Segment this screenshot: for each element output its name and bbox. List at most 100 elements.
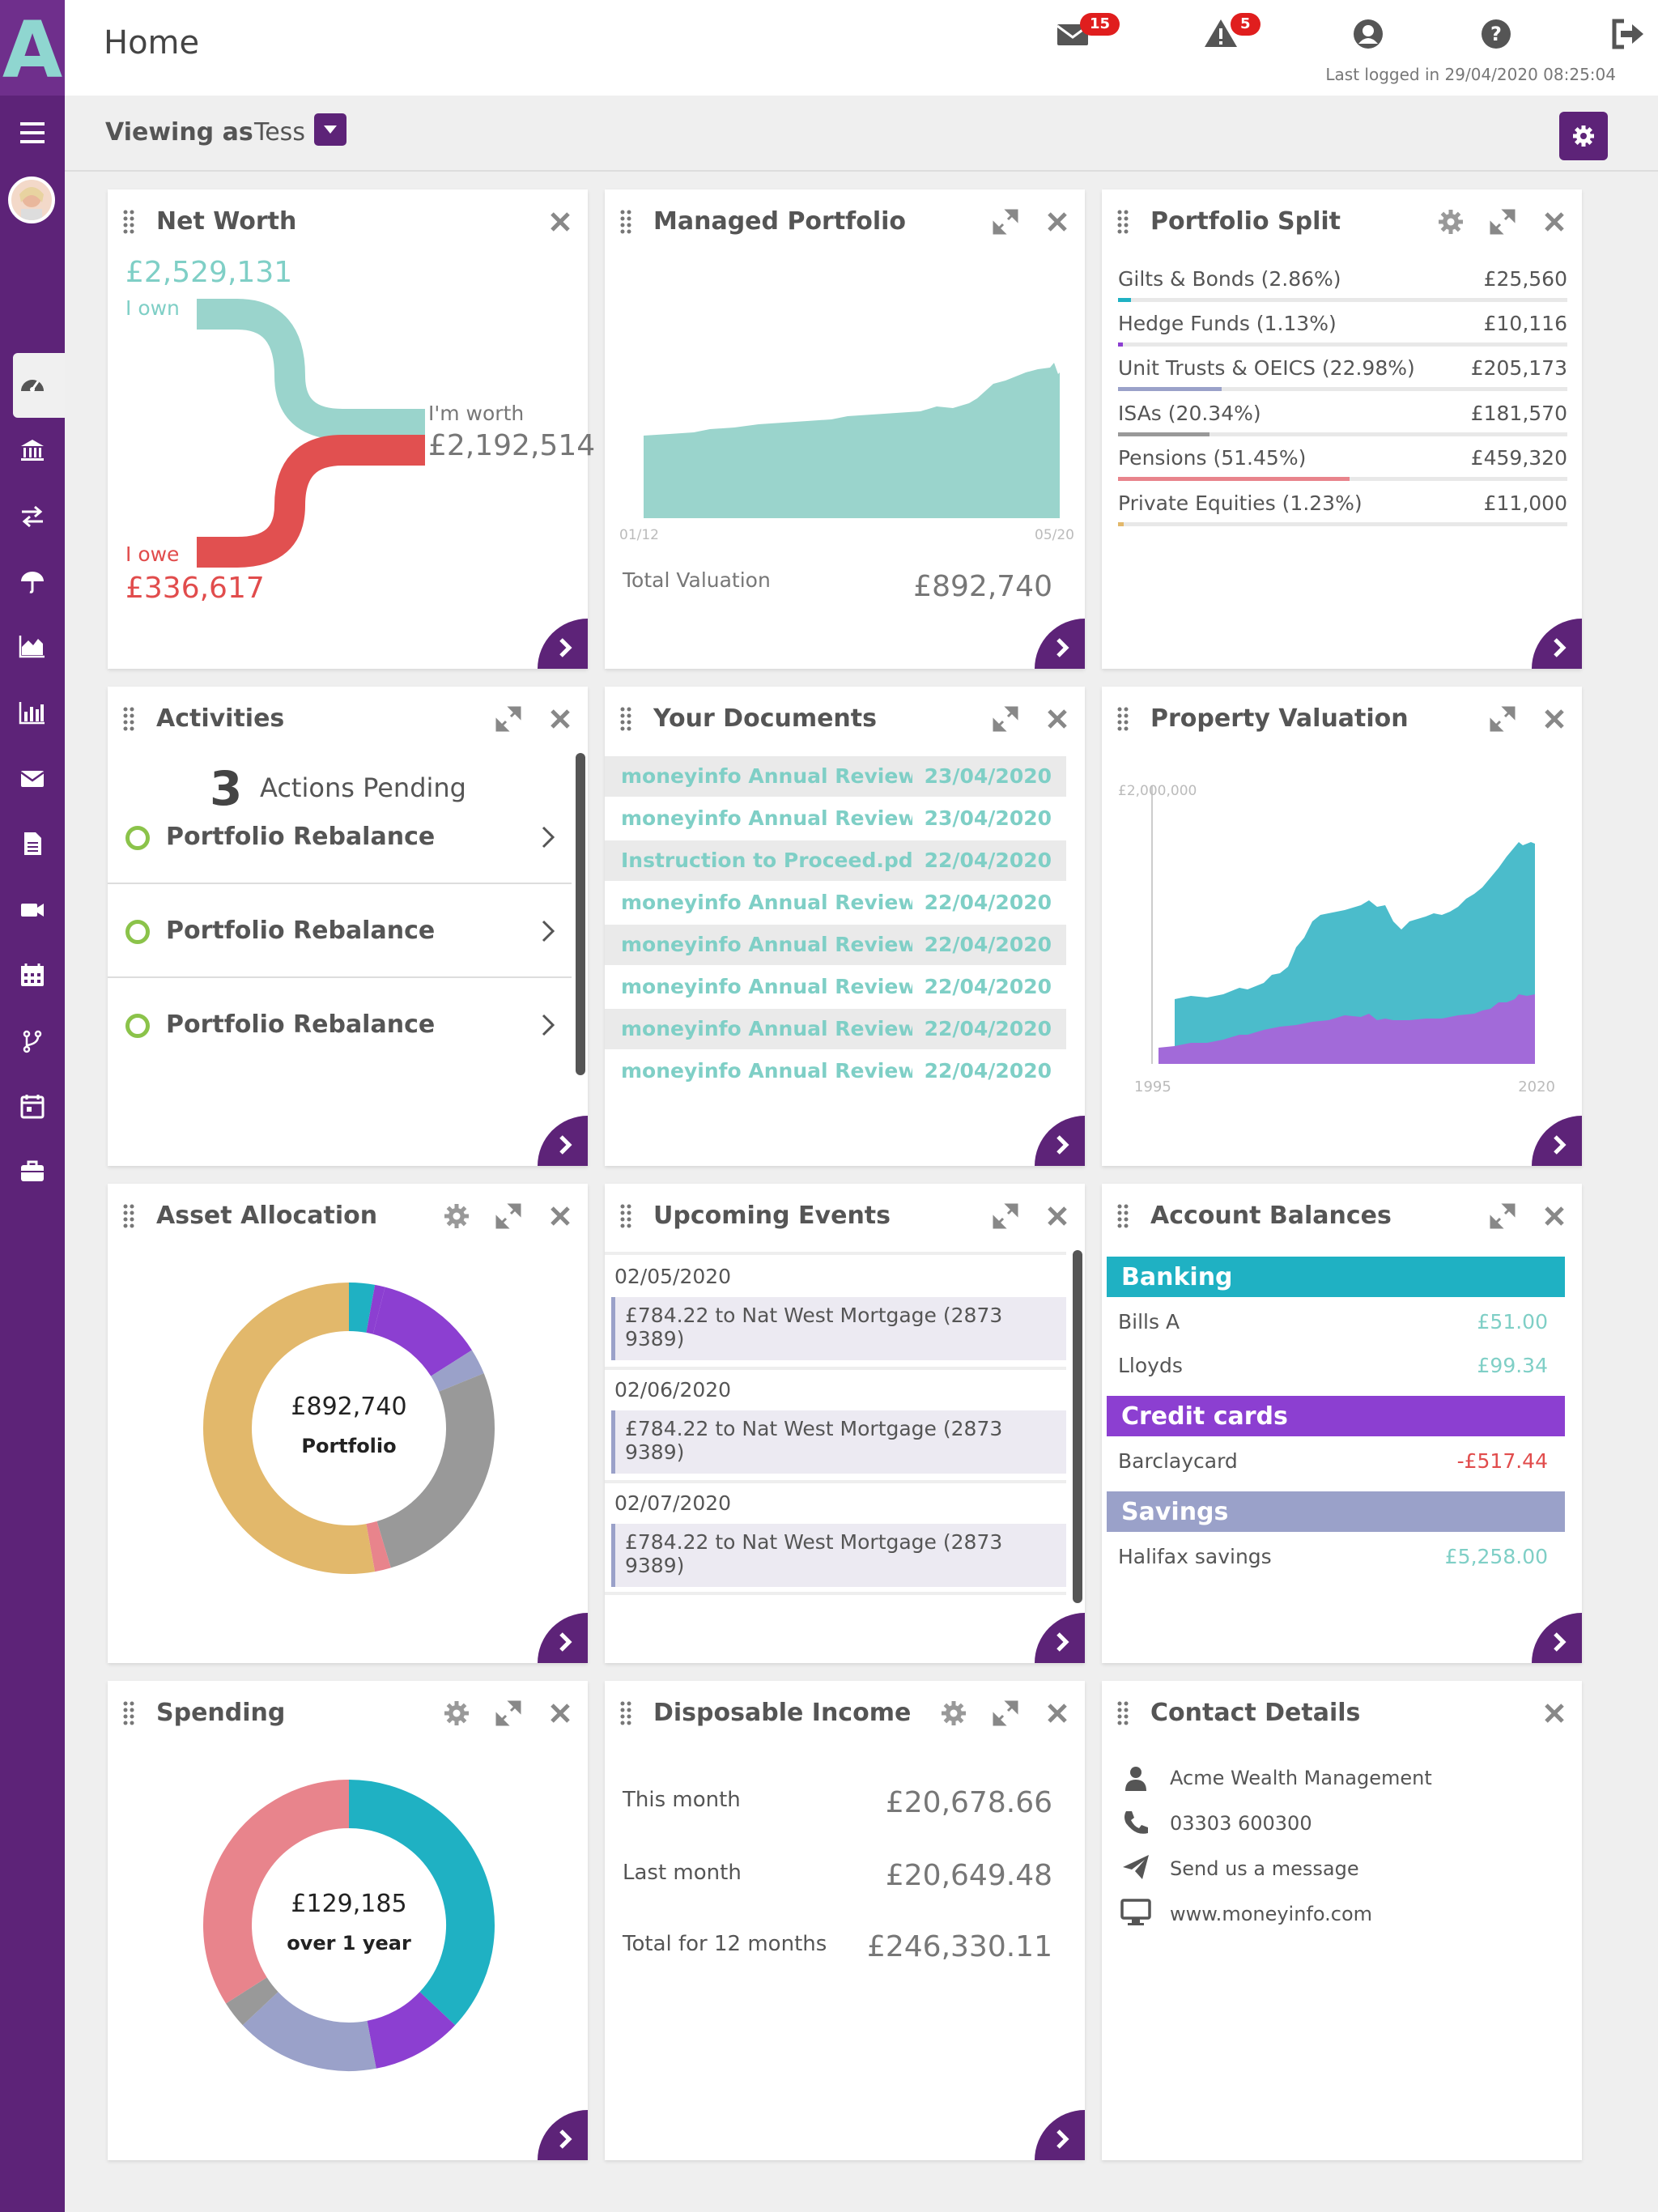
portfolio-split-row[interactable]: Hedge Funds (1.13%) £10,116 (1118, 312, 1567, 352)
bar-chart-icon[interactable] (15, 695, 50, 730)
activity-item[interactable]: Portfolio Rebalance (108, 884, 572, 978)
asset-segment[interactable] (372, 1287, 472, 1377)
document-row[interactable]: moneyinfo Annual Review ... 22/04/2020 (605, 883, 1066, 923)
open-widget-button[interactable] (1532, 619, 1582, 669)
profile-button[interactable] (1349, 15, 1388, 53)
messages-button[interactable]: 15 (1054, 13, 1120, 53)
spending-segment[interactable] (242, 1991, 376, 2071)
mail-icon[interactable] (15, 761, 50, 797)
open-widget-button[interactable] (1035, 2110, 1085, 2160)
drag-handle-icon[interactable] (1116, 706, 1129, 732)
asset-segment[interactable] (376, 1373, 495, 1568)
asset-segment[interactable] (203, 1283, 376, 1574)
document-row[interactable]: moneyinfo Annual Review ... 22/04/2020 (605, 967, 1066, 1007)
account-name[interactable]: Bills A (1118, 1310, 1180, 1334)
document-icon[interactable] (15, 826, 50, 861)
send-message-link[interactable]: Send us a message (1170, 1857, 1359, 1880)
event-item[interactable]: £784.22 to Nat West Mortgage (2873 9389) (611, 1524, 1066, 1587)
expand-button[interactable] (1488, 207, 1517, 236)
help-button[interactable]: ? (1477, 15, 1516, 53)
activity-item[interactable]: Portfolio Rebalance (108, 978, 572, 1072)
viewing-user-dropdown[interactable] (314, 113, 346, 146)
video-icon[interactable] (15, 892, 50, 928)
close-button[interactable] (546, 704, 575, 734)
portfolio-split-row[interactable]: Gilts & Bonds (2.86%) £25,560 (1118, 267, 1567, 308)
branch-icon[interactable] (15, 1023, 50, 1059)
account-name[interactable]: Halifax savings (1118, 1545, 1272, 1568)
spending-segment[interactable] (366, 1991, 456, 2069)
logout-button[interactable] (1608, 15, 1647, 53)
event-item[interactable]: £784.22 to Nat West Mortgage (2873 9389) (611, 1410, 1066, 1474)
settings-button[interactable] (1436, 207, 1465, 236)
asset-segment[interactable] (348, 1283, 376, 1334)
avatar[interactable] (8, 177, 55, 223)
close-button[interactable] (1540, 1202, 1569, 1231)
asset-segment[interactable] (430, 1350, 484, 1393)
document-row[interactable]: moneyinfo Annual Review ... 23/04/2020 (605, 798, 1066, 839)
close-button[interactable] (1540, 704, 1569, 734)
drag-handle-icon[interactable] (122, 706, 135, 732)
settings-button[interactable] (442, 1202, 471, 1231)
activity-item[interactable]: Portfolio Rebalance (108, 790, 572, 884)
account-name[interactable]: Lloyds (1118, 1354, 1183, 1377)
app-logo[interactable]: A (0, 0, 65, 96)
spending-segment[interactable] (348, 1780, 495, 2026)
document-row[interactable]: moneyinfo Annual Review ... 23/04/2020 (605, 756, 1066, 797)
open-widget-button[interactable] (1035, 1116, 1085, 1166)
umbrella-icon[interactable] (15, 564, 50, 599)
transfer-icon[interactable] (15, 499, 50, 534)
drag-handle-icon[interactable] (122, 1203, 135, 1229)
document-row[interactable]: moneyinfo Annual Review ... 22/04/2020 (605, 925, 1066, 965)
close-button[interactable] (1043, 704, 1072, 734)
asset-segment[interactable] (365, 1521, 391, 1572)
drag-handle-icon[interactable] (1116, 1203, 1129, 1229)
phone-number[interactable]: 03303 600300 (1170, 1812, 1312, 1835)
expand-button[interactable] (1488, 1202, 1517, 1231)
drag-handle-icon[interactable] (122, 1700, 135, 1726)
close-button[interactable] (1043, 1202, 1072, 1231)
close-button[interactable] (1540, 207, 1569, 236)
drag-handle-icon[interactable] (1116, 209, 1129, 235)
scrollbar[interactable] (576, 753, 585, 1075)
asset-segment[interactable] (366, 1284, 385, 1334)
website-link[interactable]: www.moneyinfo.com (1170, 1903, 1373, 1925)
close-button[interactable] (546, 1699, 575, 1728)
alerts-button[interactable]: 5 (1201, 13, 1261, 53)
open-widget-button[interactable] (1035, 1613, 1085, 1663)
drag-handle-icon[interactable] (619, 1203, 632, 1229)
portfolio-split-row[interactable]: Private Equities (1.23%) £11,000 (1118, 491, 1567, 532)
expand-button[interactable] (494, 1202, 523, 1231)
open-widget-button[interactable] (1532, 1613, 1582, 1663)
gauge-icon[interactable] (15, 368, 50, 403)
portfolio-split-row[interactable]: ISAs (20.34%) £181,570 (1118, 402, 1567, 442)
event-item[interactable]: £784.22 to Nat West Mortgage (2873 9389) (611, 1297, 1066, 1360)
close-button[interactable] (1043, 207, 1072, 236)
document-row[interactable]: moneyinfo Annual Review ... 22/04/2020 (605, 1009, 1066, 1049)
spending-segment[interactable] (226, 1976, 278, 2026)
bank-icon[interactable] (15, 432, 50, 468)
account-name[interactable]: Barclaycard (1118, 1449, 1238, 1473)
expand-button[interactable] (991, 1699, 1020, 1728)
spending-segment[interactable] (203, 1780, 350, 2004)
close-button[interactable] (546, 207, 575, 236)
calendar-icon[interactable] (15, 957, 50, 993)
menu-icon[interactable] (15, 115, 50, 151)
settings-button[interactable] (442, 1699, 471, 1728)
expand-button[interactable] (494, 1699, 523, 1728)
document-row[interactable]: Instruction to Proceed.pdf 22/04/2020 (605, 840, 1066, 881)
expand-button[interactable] (1488, 704, 1517, 734)
open-widget-button[interactable] (538, 1116, 588, 1166)
drag-handle-icon[interactable] (619, 209, 632, 235)
close-button[interactable] (1540, 1699, 1569, 1728)
drag-handle-icon[interactable] (122, 209, 135, 235)
portfolio-split-row[interactable]: Pensions (51.45%) £459,320 (1118, 446, 1567, 487)
document-row[interactable]: moneyinfo Annual Review ... 22/04/2020 (605, 1051, 1066, 1091)
dashboard-settings-button[interactable] (1559, 112, 1608, 160)
expand-button[interactable] (991, 207, 1020, 236)
expand-button[interactable] (991, 1202, 1020, 1231)
scrollbar[interactable] (1073, 1250, 1082, 1603)
briefcase-icon[interactable] (15, 1153, 50, 1189)
area-chart-icon[interactable] (15, 628, 50, 664)
close-button[interactable] (1043, 1699, 1072, 1728)
close-button[interactable] (546, 1202, 575, 1231)
